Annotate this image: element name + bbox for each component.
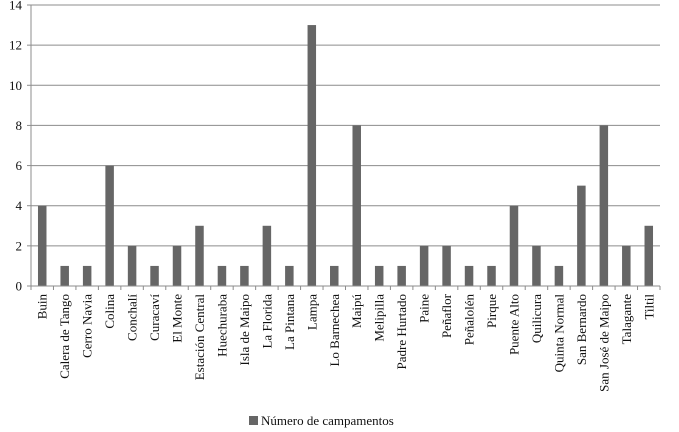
bar: [577, 185, 586, 286]
x-category-label: Talagante: [619, 294, 634, 345]
bar: [374, 265, 384, 286]
gridlines: [27, 4, 660, 287]
x-category-label: Padre Hurtado: [394, 294, 409, 369]
x-category-label: Quinta Normal: [551, 294, 566, 373]
x-category-label: Tiltil: [641, 294, 656, 320]
x-category-label: San Bernardo: [574, 294, 589, 365]
x-category-label: Isla de Maipo: [237, 294, 252, 365]
x-category-label: Huechuraba: [214, 294, 229, 357]
bar: [487, 265, 496, 286]
x-category-label: Colina: [102, 294, 117, 329]
x-category-label: Cerro Navia: [80, 294, 95, 358]
bar: [599, 125, 609, 286]
bar: [509, 205, 519, 286]
axes: [27, 5, 661, 290]
y-tick-label: 12: [9, 38, 22, 53]
bar: [240, 265, 249, 286]
y-tick-label: 6: [16, 158, 23, 173]
y-tick-label: 8: [16, 118, 23, 133]
x-category-label: La Pintana: [282, 294, 297, 350]
bar: [60, 265, 69, 286]
x-category-label: Buin: [35, 294, 50, 320]
bar: [622, 245, 631, 286]
bar: [397, 265, 406, 286]
y-tick-label: 14: [9, 0, 23, 13]
x-axis-category-labels: Buin Calera de Tango Cerro Navia Colina Conc…: [35, 293, 657, 392]
bars: [37, 25, 654, 286]
y-tick-label: 0: [16, 279, 23, 294]
bar: [262, 225, 272, 286]
bar: [464, 265, 474, 286]
x-category-label: La Florida: [259, 294, 274, 349]
x-category-label: Estación Central: [192, 294, 207, 381]
legend: Número de campamentos: [249, 413, 394, 428]
bar: [352, 125, 361, 286]
bar: [82, 265, 92, 286]
bar: [442, 245, 451, 286]
bar: [105, 165, 114, 286]
bar: [37, 205, 47, 286]
bar: [285, 265, 294, 286]
legend-label: Número de campamentos: [261, 413, 394, 428]
x-category-label: Lampa: [304, 294, 319, 330]
bar: [419, 245, 429, 286]
y-tick-label: 4: [16, 198, 23, 213]
x-category-label: Melipilla: [372, 294, 387, 342]
bar: [330, 265, 339, 286]
bar: [195, 225, 204, 286]
bar: [217, 265, 227, 286]
x-category-label: Conchalí: [125, 294, 140, 341]
x-category-label: Paine: [417, 294, 432, 323]
x-category-label: Lo Barnechea: [327, 294, 342, 367]
y-tick-label: 10: [9, 78, 22, 93]
bar: [532, 245, 541, 286]
legend-swatch: [249, 416, 258, 425]
bar: [172, 245, 182, 286]
bar: [127, 245, 137, 286]
x-category-label: Puente Alto: [506, 294, 521, 355]
x-category-label: San José de Maipo: [596, 294, 611, 392]
bar: [307, 25, 317, 286]
x-category-label: Maipú: [349, 294, 364, 328]
x-category-label: Curacaví: [147, 294, 162, 341]
y-axis-tick-labels: 0 2 4 6 8 10 12 14: [9, 0, 23, 294]
x-category-label: Peñalolén: [462, 294, 477, 346]
bar: [150, 265, 159, 286]
x-category-label: Calera de Tango: [57, 294, 72, 379]
x-category-label: Quilicura: [529, 294, 544, 343]
bar: [644, 225, 654, 286]
x-category-label: El Monte: [170, 294, 185, 343]
x-category-label: Peñaflor: [439, 293, 454, 338]
y-tick-label: 2: [16, 238, 23, 253]
bar: [554, 265, 564, 286]
x-category-label: Pirque: [484, 294, 499, 328]
